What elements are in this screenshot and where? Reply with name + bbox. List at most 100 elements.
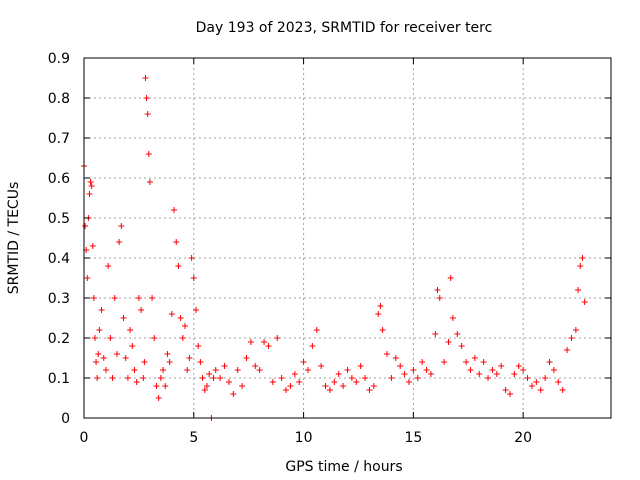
data-point <box>140 375 147 381</box>
data-point <box>581 299 588 305</box>
data-point <box>111 295 118 301</box>
y-tick-label: 0.7 <box>48 131 70 147</box>
data-point <box>141 359 148 365</box>
x-tick-label: 5 <box>189 430 198 446</box>
data-point <box>577 263 584 269</box>
data-point <box>564 347 571 353</box>
x-axis-title: GPS time / hours <box>285 459 402 475</box>
data-point <box>133 379 140 385</box>
data-point <box>291 371 298 377</box>
data-point <box>252 363 259 369</box>
data-point <box>498 363 505 369</box>
data-point <box>247 339 254 345</box>
data-point <box>480 359 487 365</box>
data-point <box>89 243 96 249</box>
data-point <box>146 179 153 185</box>
data-point <box>102 367 109 373</box>
data-point <box>331 379 338 385</box>
data-point <box>225 379 232 385</box>
x-tick-label: 10 <box>295 430 313 446</box>
data-point <box>493 371 500 377</box>
data-point <box>135 295 142 301</box>
data-point <box>256 367 263 373</box>
data-point <box>188 255 195 261</box>
data-point <box>441 359 448 365</box>
data-point <box>467 367 474 373</box>
data-point <box>397 363 404 369</box>
data-point <box>98 307 105 313</box>
data-point <box>230 391 237 397</box>
x-tick-label: 0 <box>80 430 89 446</box>
data-point <box>370 383 377 389</box>
data-point <box>269 379 276 385</box>
data-point <box>199 375 206 381</box>
data-point <box>138 307 145 313</box>
data-point <box>427 371 434 377</box>
data-point <box>375 311 382 317</box>
data-point <box>90 295 97 301</box>
data-point <box>537 387 544 393</box>
data-point <box>175 263 182 269</box>
data-point <box>122 355 129 361</box>
data-point <box>392 355 399 361</box>
data-point <box>168 311 175 317</box>
data-point <box>476 371 483 377</box>
data-point <box>506 391 513 397</box>
data-point <box>377 303 384 309</box>
data-point <box>206 371 213 377</box>
data-point <box>520 367 527 373</box>
data-point <box>555 379 562 385</box>
data-point <box>164 351 171 357</box>
axis-ticks: 0 0.1 0.2 0.3 0.4 0.5 0.6 0.7 0.8 0.9 0 5 10 15 20 <box>48 51 611 446</box>
data-point <box>348 375 355 381</box>
data-point <box>261 339 268 345</box>
data-point <box>94 375 101 381</box>
data-point <box>88 183 95 189</box>
data-point <box>107 335 114 341</box>
data-point <box>203 383 210 389</box>
data-point <box>283 387 290 393</box>
data-point <box>533 379 540 385</box>
data-point <box>82 223 89 229</box>
data-point <box>144 111 151 117</box>
data-point <box>179 335 186 341</box>
y-tick-label: 0.6 <box>48 171 70 187</box>
data-point <box>155 395 162 401</box>
data-point <box>127 327 134 333</box>
data-point <box>96 327 103 333</box>
data-point <box>171 207 178 213</box>
data-point <box>274 335 281 341</box>
y-tick-label: 0.5 <box>48 211 70 227</box>
data-point <box>287 383 294 389</box>
data-point <box>445 339 452 345</box>
data-point <box>447 275 454 281</box>
data-point <box>153 383 160 389</box>
data-point <box>542 375 549 381</box>
data-point <box>432 331 439 337</box>
y-tick-label: 0.9 <box>48 51 70 67</box>
data-point <box>434 287 441 293</box>
data-point <box>471 355 478 361</box>
data-point <box>217 375 224 381</box>
data-point <box>149 295 156 301</box>
data-point <box>384 351 391 357</box>
data-point <box>463 359 470 365</box>
data-point <box>142 75 149 81</box>
data-point <box>449 315 456 321</box>
data-point <box>458 343 465 349</box>
data-point <box>414 375 421 381</box>
data-point <box>296 379 303 385</box>
data-point <box>559 387 566 393</box>
data-point <box>568 335 575 341</box>
data-point <box>515 363 522 369</box>
data-point <box>410 367 417 373</box>
data-point <box>318 363 325 369</box>
data-point <box>502 387 509 393</box>
data-point <box>166 359 173 365</box>
data-point <box>109 375 116 381</box>
y-tick-label: 0.4 <box>48 251 70 267</box>
data-point <box>201 387 208 393</box>
data-point <box>304 367 311 373</box>
data-point <box>550 367 557 373</box>
data-point <box>309 343 316 349</box>
